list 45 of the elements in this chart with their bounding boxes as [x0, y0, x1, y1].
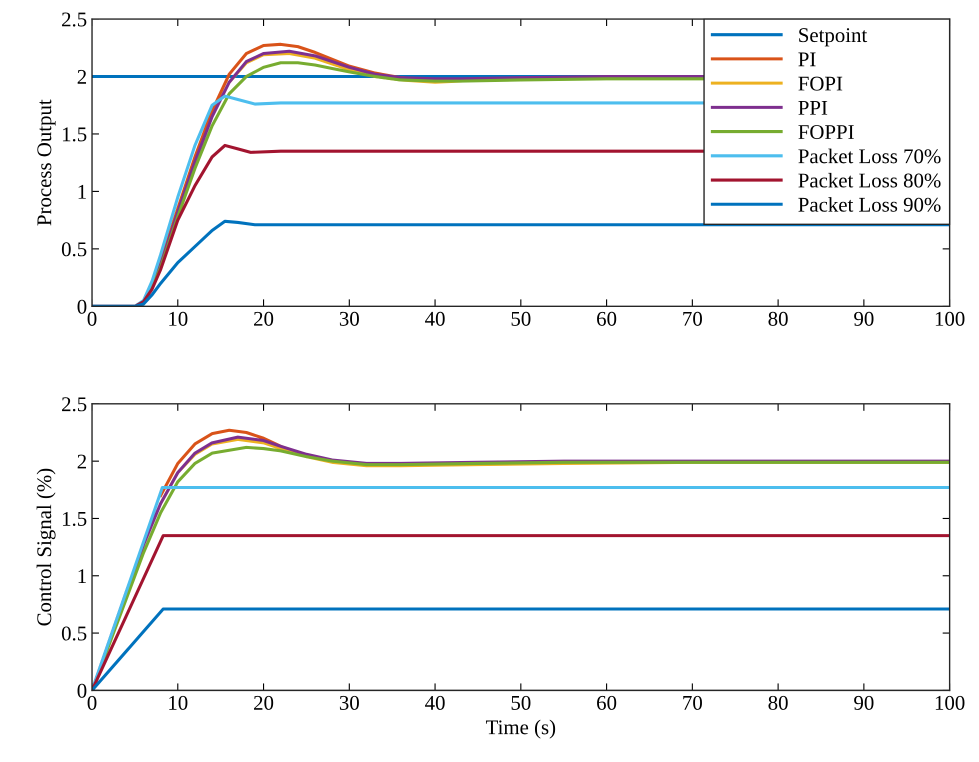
x-tick-label: 80: [768, 312, 788, 326]
x-tick-label: 30: [340, 696, 359, 710]
x-tick-label: 90: [854, 312, 874, 326]
x-tick-label: 50: [512, 696, 530, 710]
y-tick-label: 2.5: [62, 12, 86, 27]
legend-label: PI: [798, 52, 816, 66]
legend-label: FOPPI: [798, 125, 854, 140]
x-tick-label: 10: [169, 312, 188, 326]
y-tick-label: 0.5: [62, 242, 86, 256]
y-tick-label: 2.5: [62, 397, 86, 412]
y-tick-label: 1.5: [62, 127, 86, 142]
x-tick-label: 40: [425, 696, 445, 710]
legend-label: Packet Loss 90%: [798, 197, 941, 212]
x-tick-label: 60: [597, 696, 616, 710]
y-axis-title: Control Signal (%): [36, 468, 56, 626]
x-tick-label: 20: [254, 696, 274, 710]
legend-label: Setpoint: [799, 28, 868, 46]
x-tick-label: 60: [597, 312, 616, 326]
x-tick-label: 20: [254, 312, 274, 326]
x-tick-label: 80: [768, 696, 788, 710]
x-axis-title: Time (s): [486, 720, 556, 739]
x-tick-label: 0: [88, 696, 96, 710]
x-tick-label: 10: [169, 696, 188, 710]
legend-label: Packet Loss 70%: [798, 148, 941, 164]
y-tick-label: 2: [78, 454, 86, 468]
y-tick-label: 0.5: [62, 626, 86, 641]
x-tick-label: 50: [512, 312, 530, 326]
x-tick-label: 30: [340, 312, 359, 326]
y-tick-label: 1: [78, 569, 86, 583]
x-tick-label: 70: [683, 696, 702, 710]
x-tick-label: 100: [936, 312, 964, 326]
y-tick-label: 0: [78, 684, 86, 698]
legend-label: FOPI: [798, 76, 842, 91]
y-tick-label: 1: [78, 184, 86, 199]
y-tick-label: 2: [78, 70, 86, 84]
legend-label: Packet Loss 80%: [798, 172, 941, 188]
x-tick-label: 0: [88, 312, 96, 326]
y-tick-label: 1.5: [62, 512, 86, 526]
x-tick-label: 100: [936, 696, 964, 710]
y-axis-title: Process Output: [37, 99, 56, 226]
y-tick-label: 0: [78, 300, 86, 314]
x-tick-label: 90: [854, 696, 874, 710]
legend-label: PPI: [798, 101, 828, 115]
x-tick-label: 40: [425, 312, 445, 326]
x-tick-label: 70: [683, 312, 702, 326]
